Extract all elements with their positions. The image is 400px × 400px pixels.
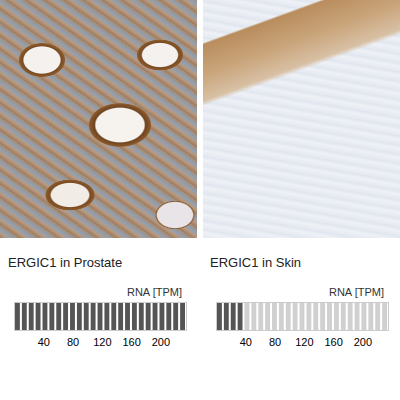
html-text:RNA [TPM]: RNA [TPM] <box>127 286 182 298</box>
html-text:ERGIC1 in Skin: ERGIC1 in Skin <box>210 255 301 270</box>
svg-text:200: 200 <box>354 336 372 348</box>
svg-text:80: 80 <box>67 336 79 348</box>
svg-text:40: 40 <box>38 336 50 348</box>
html-text:RNA [TPM]: RNA [TPM] <box>329 286 384 298</box>
html-text:ERGIC1 in Prostate: ERGIC1 in Prostate <box>8 255 123 270</box>
svg-text:200: 200 <box>152 336 170 348</box>
svg-text:120: 120 <box>93 336 111 348</box>
svg-text:160: 160 <box>122 336 140 348</box>
svg-text:160: 160 <box>324 336 342 348</box>
svg-text:120: 120 <box>295 336 313 348</box>
svg-text:40: 40 <box>240 336 252 348</box>
svg-text:80: 80 <box>269 336 281 348</box>
